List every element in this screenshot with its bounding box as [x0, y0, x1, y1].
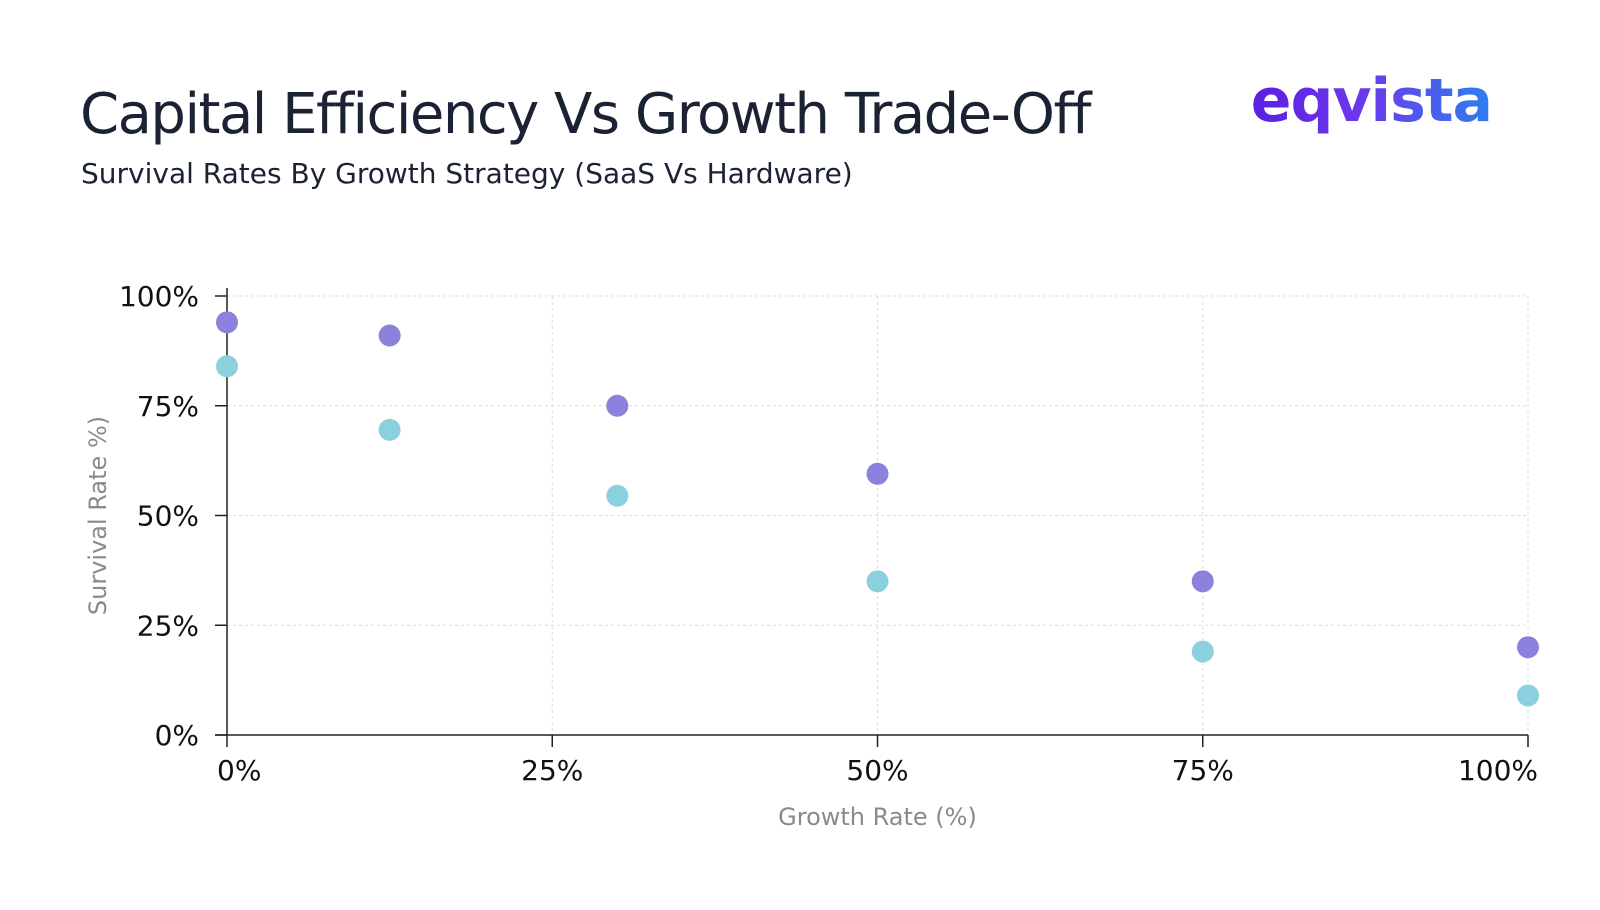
y-tick-label: 75%: [137, 390, 199, 423]
eqvista-logo: eqvista: [1250, 66, 1493, 136]
data-point-series-2: [378, 418, 401, 441]
chart-subtitle: Survival Rates By Growth Strategy (SaaS …: [81, 157, 853, 190]
data-point-series-2: [1517, 684, 1539, 707]
data-point-series-1: [866, 462, 889, 485]
data-point-series-1: [1191, 570, 1214, 593]
data-point-series-2: [1191, 640, 1214, 663]
x-tick-label: 100%: [1458, 754, 1538, 787]
x-tick-label: 0%: [217, 754, 261, 787]
x-tick-label: 25%: [521, 754, 583, 787]
x-axis-title: Growth Rate (%): [778, 803, 977, 831]
data-point-series-1: [1517, 636, 1539, 659]
data-point-series-2: [866, 570, 889, 593]
data-point-series-1: [216, 311, 238, 334]
y-tick-label: 100%: [119, 280, 199, 313]
data-point-series-1: [378, 324, 401, 347]
y-axis-title: Survival Rate %): [84, 416, 112, 615]
y-tick-label: 50%: [137, 500, 199, 533]
x-tick-label: 50%: [846, 754, 908, 787]
axes: [215, 288, 1529, 747]
tick-labels: 0% 25% 50% 75% 100% 0% 25% 50% 75% 100%: [119, 280, 1538, 787]
grid-lines: [227, 295, 1529, 735]
data-points: [216, 311, 1539, 707]
x-tick-label: 75%: [1172, 754, 1234, 787]
y-tick-label: 25%: [137, 609, 199, 642]
chart-title: Capital Efficiency Vs Growth Trade-Off: [80, 82, 1091, 147]
y-tick-label: 0%: [155, 719, 199, 752]
data-point-series-2: [216, 355, 238, 378]
data-point-series-1: [606, 394, 629, 417]
data-point-series-2: [606, 484, 629, 507]
